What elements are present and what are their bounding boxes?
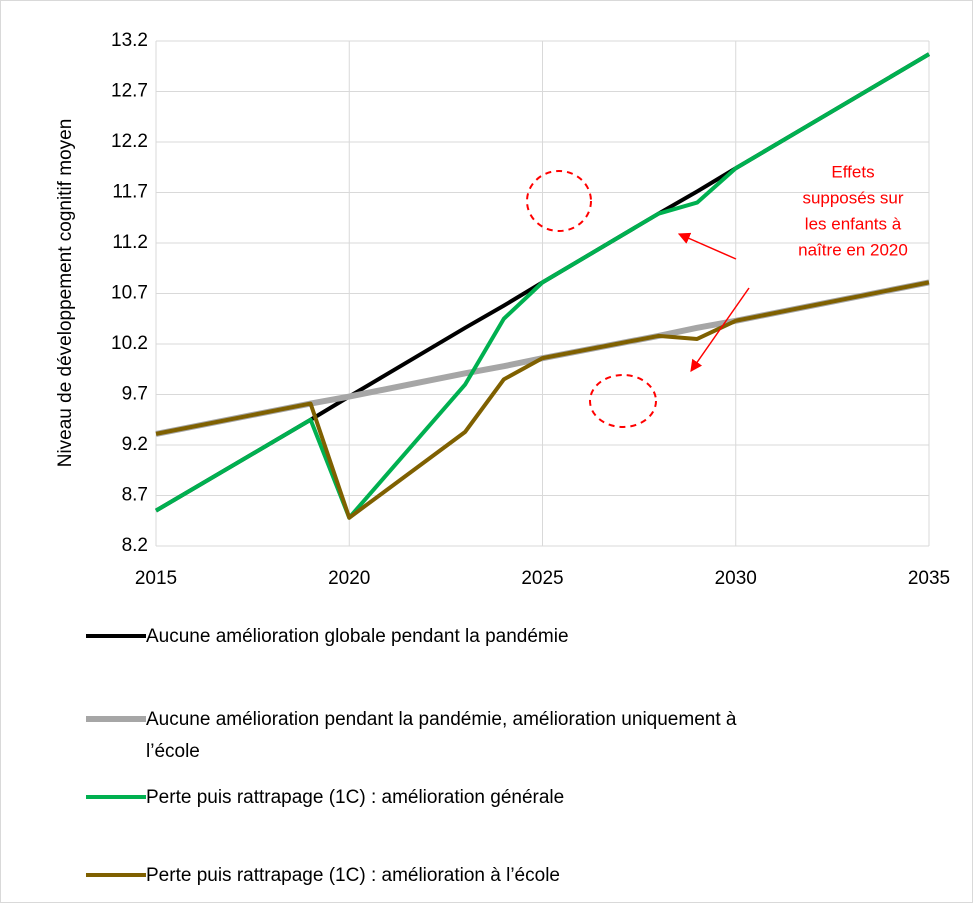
x-tick-label: 2015 bbox=[135, 568, 177, 589]
x-tick-label: 2035 bbox=[908, 568, 950, 589]
legend-label: Perte puis rattrapage (1C) : amélioratio… bbox=[146, 865, 560, 886]
y-axis-label: Niveau de développement cognitif moyen bbox=[55, 119, 76, 468]
legend-item: Perte puis rattrapage (1C) : amélioratio… bbox=[86, 782, 746, 814]
legend-swatch bbox=[86, 873, 146, 877]
y-tick-label: 11.2 bbox=[112, 232, 148, 253]
legend-label: Aucune amélioration pendant la pandémie,… bbox=[146, 709, 737, 762]
series-line bbox=[155, 279, 930, 437]
x-tick-label: 2025 bbox=[521, 568, 563, 589]
legend-label: Perte puis rattrapage (1C) : amélioratio… bbox=[146, 787, 565, 808]
y-tick-label: 9.7 bbox=[122, 384, 148, 405]
series-line bbox=[155, 280, 930, 520]
y-tick-label: 12.7 bbox=[111, 81, 148, 102]
legend-swatch bbox=[86, 716, 146, 722]
y-tick-label: 13.2 bbox=[111, 30, 148, 51]
y-tick-label: 10.7 bbox=[111, 283, 148, 304]
dashed-circle bbox=[589, 374, 657, 428]
x-tick-label: 2020 bbox=[328, 568, 370, 589]
plot: Niveau de développement cognitif moyen 8… bbox=[55, 30, 950, 589]
arrow bbox=[677, 232, 737, 260]
y-tick-label: 10.2 bbox=[111, 333, 148, 354]
annotation: supposés sur bbox=[802, 188, 903, 207]
series-line bbox=[154, 52, 931, 513]
legend-item: Aucune amélioration pendant la pandémie,… bbox=[86, 704, 746, 768]
annotation: naître en 2020 bbox=[798, 240, 908, 259]
series-line bbox=[154, 52, 931, 520]
legend-label: Aucune amélioration globale pendant la p… bbox=[146, 626, 569, 647]
annotation: les enfants à bbox=[805, 214, 902, 233]
legend-item: Perte puis rattrapage (1C) : amélioratio… bbox=[86, 860, 746, 892]
legend-item: Aucune amélioration globale pendant la p… bbox=[86, 621, 746, 653]
y-tick-label: 8.2 bbox=[122, 535, 148, 556]
legend-swatch bbox=[86, 795, 146, 799]
y-tick-label: 11.7 bbox=[112, 182, 148, 203]
arrow bbox=[690, 287, 750, 372]
annotation: Effets bbox=[831, 162, 874, 181]
legend-swatch bbox=[86, 634, 146, 638]
dashed-circle bbox=[526, 170, 592, 232]
x-tick-label: 2030 bbox=[715, 568, 757, 589]
y-tick-label: 8.7 bbox=[122, 485, 148, 506]
y-tick-label: 9.2 bbox=[122, 434, 148, 455]
y-tick-label: 12.2 bbox=[111, 131, 148, 152]
